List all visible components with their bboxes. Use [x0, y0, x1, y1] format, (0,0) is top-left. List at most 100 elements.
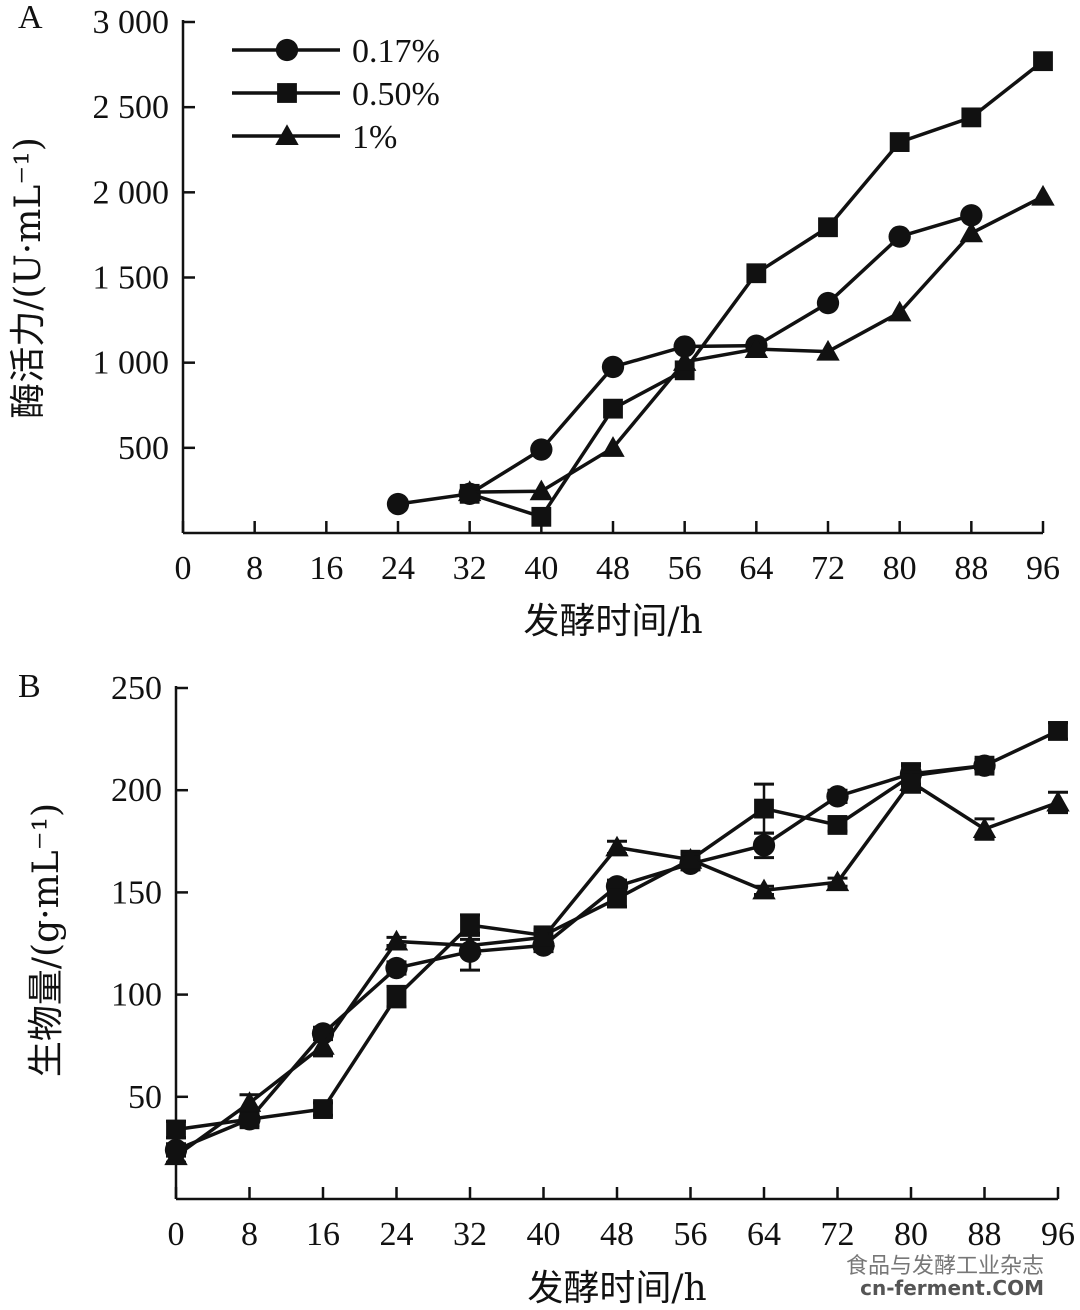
data-point: [601, 355, 625, 379]
data-point: [1033, 51, 1053, 72]
x-tick-label: 48: [600, 1216, 634, 1253]
data-point: [1031, 184, 1055, 206]
x-tick-label: 96: [1041, 1216, 1075, 1253]
data-point: [744, 337, 769, 359]
data-point: [974, 755, 995, 776]
x-tick-label: 96: [1026, 550, 1060, 587]
legend-marker: [275, 124, 299, 145]
data-point: [605, 835, 629, 857]
x-tick-label: 0: [175, 550, 192, 587]
y-axis-label: 生物量/(g·mL⁻¹): [26, 803, 67, 1077]
legend-label: 0.50%: [352, 76, 440, 113]
data-point: [746, 263, 767, 284]
x-tick-label: 72: [811, 550, 845, 587]
y-tick-label: 2 000: [93, 174, 170, 211]
data-point: [972, 817, 997, 839]
x-tick-label: 40: [524, 550, 558, 587]
data-point: [961, 107, 982, 128]
data-point: [531, 925, 556, 947]
legend-item: 0.17%: [232, 33, 440, 70]
data-point: [531, 506, 552, 527]
x-tick-label: 32: [453, 550, 487, 587]
series-square: [166, 721, 1068, 1140]
data-point: [529, 479, 554, 501]
data-point: [826, 785, 849, 808]
data-point: [1048, 721, 1068, 741]
legend-item: 0.50%: [232, 76, 440, 113]
panel-label: A: [18, 0, 43, 36]
x-tick-label: 40: [527, 1216, 561, 1253]
x-tick-label: 64: [747, 1216, 781, 1253]
x-tick-label: 8: [241, 1216, 258, 1253]
chart-panel-b: B 0 8 16 24 32 40 48 56 64 72 80 88 96 50 100 150 200 250 发…: [18, 668, 1075, 1309]
data-point: [460, 915, 480, 936]
data-point: [311, 1034, 335, 1055]
data-point: [386, 986, 407, 1007]
data-point: [754, 798, 774, 819]
x-tick-label: 80: [883, 550, 917, 587]
legend-item: 1%: [232, 119, 397, 156]
data-point: [313, 1099, 333, 1119]
x-tick-label: 32: [453, 1216, 487, 1253]
data-point: [673, 335, 696, 358]
data-point: [960, 204, 983, 227]
series-line: [469, 59, 1045, 519]
data-point: [827, 815, 848, 835]
data-point: [816, 291, 840, 315]
x-tick-label: 64: [739, 550, 773, 587]
x-tick-label: 16: [306, 1216, 340, 1253]
y-axis-label: 酶活力/(U·mL⁻¹): [8, 137, 49, 418]
data-point: [607, 888, 627, 909]
y-tick-label: 1 000: [93, 345, 170, 382]
series-circle: [164, 754, 996, 1162]
data-point: [816, 339, 840, 361]
y-tick-label: 2 500: [93, 89, 170, 126]
data-point: [603, 398, 623, 419]
y-tick-label: 200: [111, 772, 162, 809]
data-point: [959, 221, 984, 243]
data-point: [672, 350, 697, 371]
data-point: [385, 956, 408, 980]
y-tick-label: 500: [118, 430, 169, 467]
data-point: [887, 300, 912, 322]
x-tick-label: 24: [380, 1216, 414, 1253]
data-point: [888, 225, 911, 248]
y-tick-label: 1 500: [93, 260, 170, 297]
data-point: [818, 217, 838, 238]
data-point: [752, 834, 776, 857]
x-tick-label: 48: [596, 550, 630, 587]
legend-marker: [277, 83, 297, 103]
watermark-url: cn-ferment.COM: [860, 1276, 1044, 1300]
x-tick-label: 88: [968, 1216, 1002, 1253]
data-point: [678, 847, 703, 869]
x-tick-label: 16: [309, 550, 343, 587]
legend-label: 1%: [352, 119, 397, 156]
data-point: [889, 132, 910, 152]
x-tick-label: 24: [381, 550, 415, 587]
legend-label: 0.17%: [352, 33, 440, 70]
x-tick-label: 56: [668, 550, 702, 587]
x-tick-label: 0: [168, 1216, 185, 1253]
chart-panel-a: A 0 8 16 24 32 40 48 56 64 72 80 88 96 500 1 000 1 500 2 …: [8, 0, 1060, 642]
y-tick-label: 250: [111, 670, 162, 707]
data-point: [239, 1109, 260, 1130]
x-tick-label: 56: [674, 1216, 708, 1253]
data-point: [166, 1119, 186, 1140]
data-point: [386, 492, 410, 516]
y-tick-label: 100: [111, 977, 162, 1014]
data-point: [237, 1091, 262, 1112]
data-point: [752, 878, 776, 900]
series-triangle: [164, 770, 1070, 1166]
data-point: [530, 438, 553, 461]
data-point: [458, 933, 482, 955]
y-tick-label: 150: [111, 874, 162, 911]
series-triangle: [457, 184, 1055, 502]
data-point: [384, 929, 409, 951]
data-point: [1046, 790, 1070, 812]
watermark-title: 食品与发酵工业杂志: [845, 1254, 1044, 1279]
data-point: [164, 1144, 188, 1166]
y-tick-label: 50: [128, 1079, 162, 1116]
data-point: [899, 770, 923, 792]
y-tick-label: 3 000: [93, 4, 170, 41]
